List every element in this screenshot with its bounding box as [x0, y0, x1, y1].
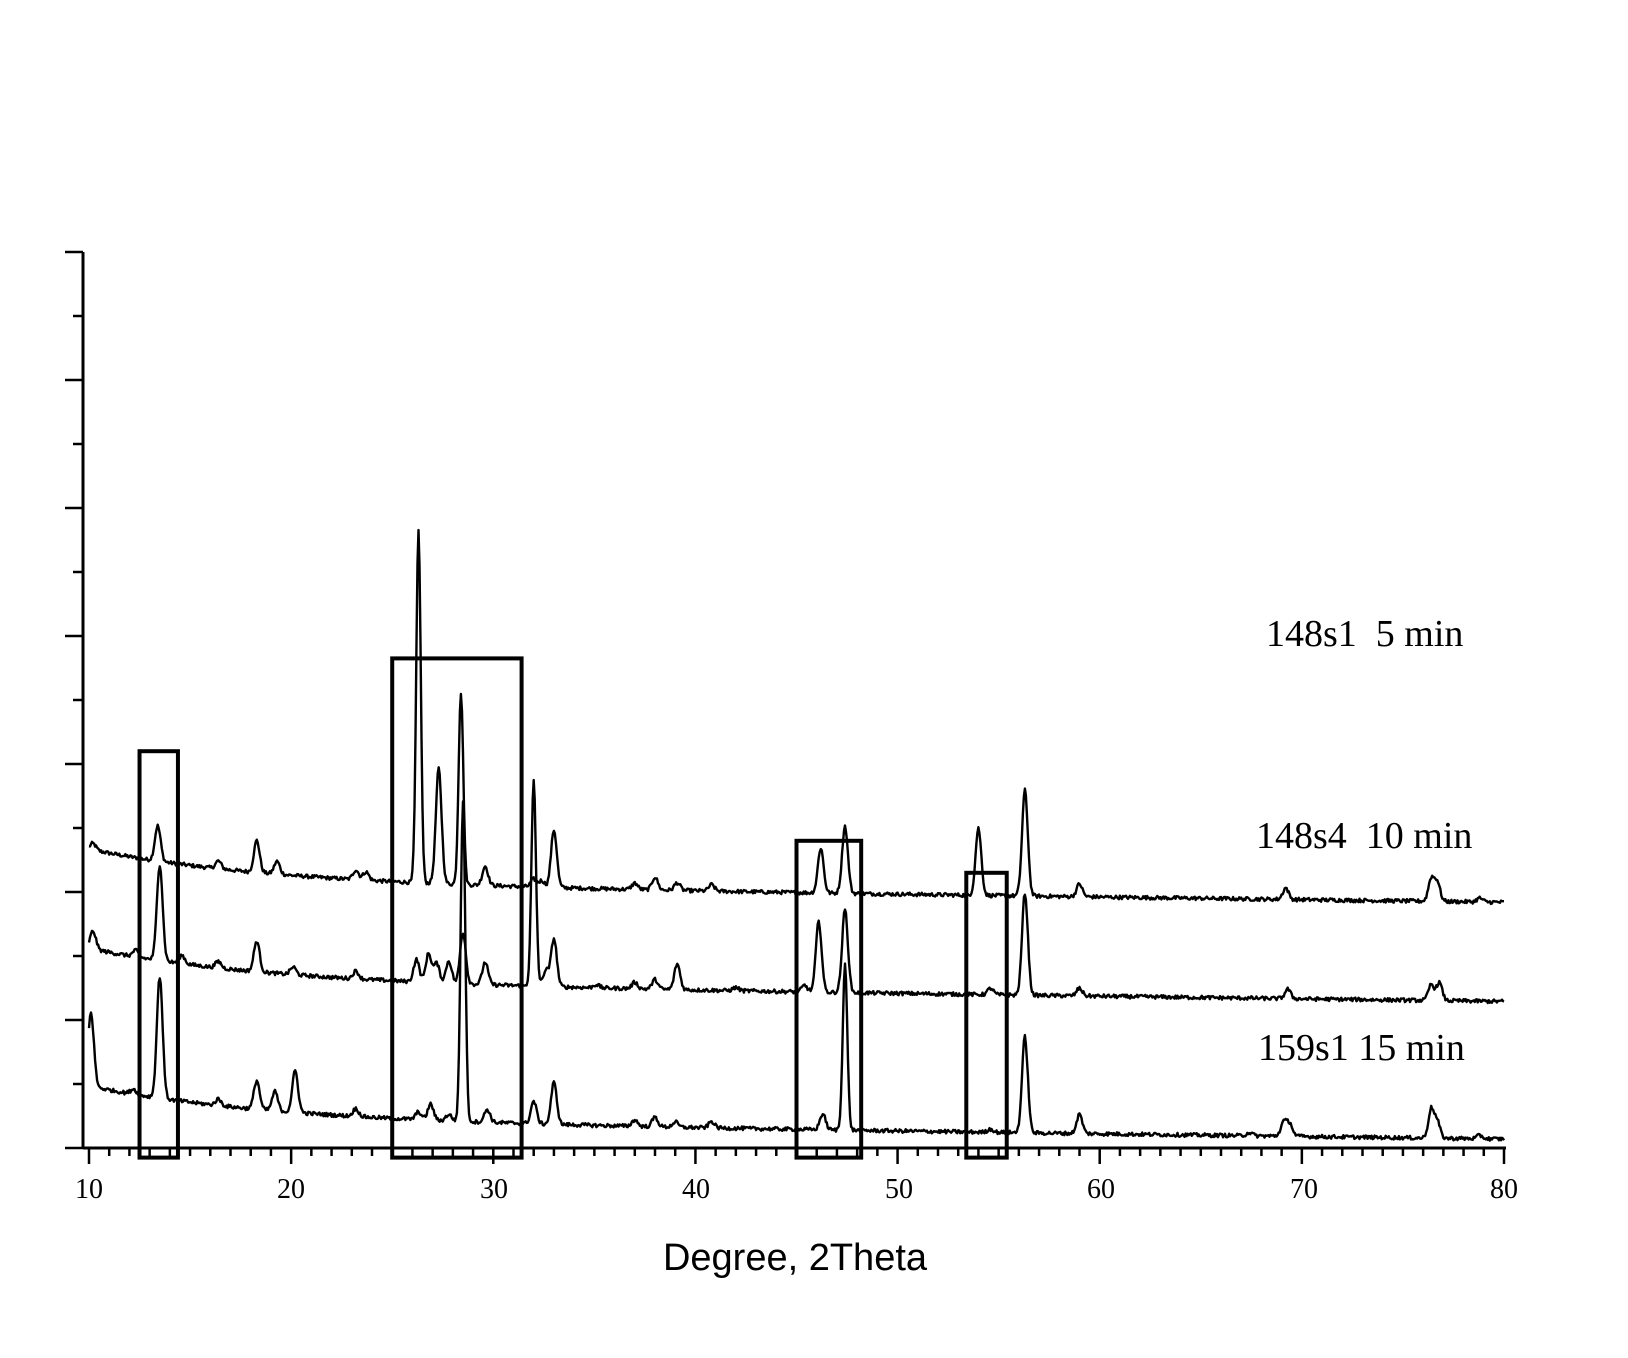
x-axis-title: Degree, 2Theta	[663, 1237, 928, 1279]
x-tick-label-30: 30	[480, 1174, 508, 1205]
x-ticks	[87, 1148, 1506, 1164]
series-trace-3	[87, 800, 1506, 1142]
series-label-159s1: 159s1 15 min	[1258, 1027, 1465, 1069]
x-tick-label-50: 50	[885, 1174, 913, 1205]
y-ticks	[65, 250, 83, 1150]
series-label-148s1: 148s1 5 min	[1266, 613, 1463, 655]
x-tick-label-60: 60	[1087, 1174, 1115, 1205]
highlight-box-2	[390, 656, 524, 1160]
series-trace-1	[88, 528, 1505, 906]
x-tick-label-20: 20	[277, 1174, 305, 1205]
series-trace-2	[87, 778, 1505, 1005]
x-tick-label-70: 70	[1290, 1174, 1318, 1205]
x-tick-label-10: 10	[75, 1174, 103, 1205]
x-tick-label-40: 40	[682, 1174, 710, 1205]
series-traces	[87, 528, 1506, 1142]
x-tick-label-80: 80	[1490, 1174, 1518, 1205]
series-label-148s4: 148s4 10 min	[1256, 815, 1472, 857]
highlight-boxes	[137, 656, 1009, 1160]
highlight-box-4	[964, 870, 1009, 1160]
highlight-box-3	[794, 838, 864, 1160]
